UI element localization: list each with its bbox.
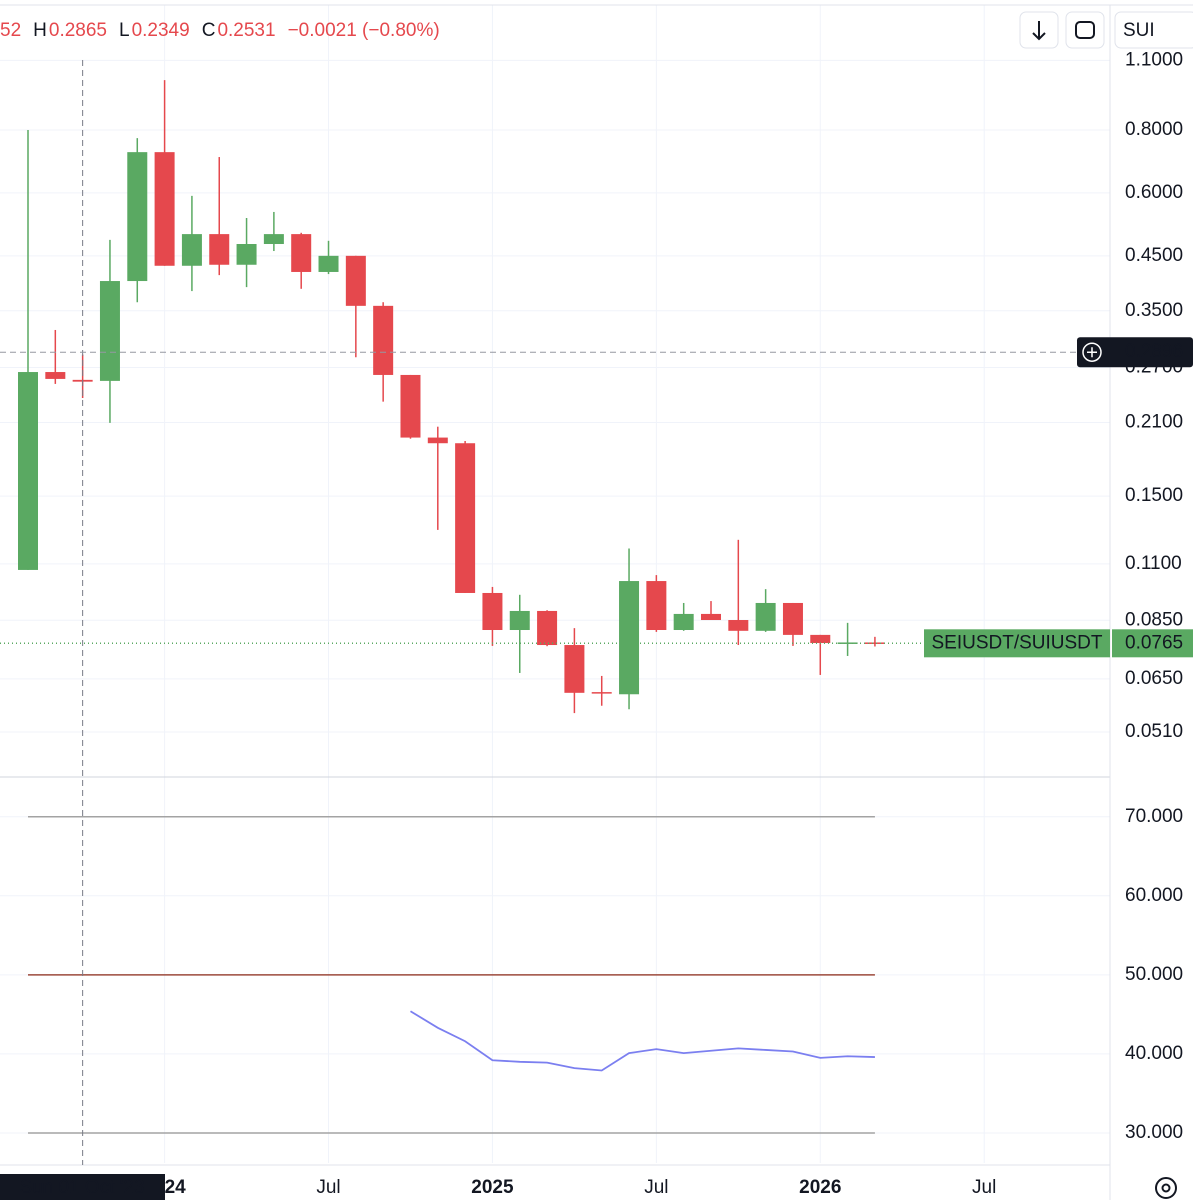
last-price-box xyxy=(1112,629,1193,658)
ohlc-header: 52 H 0.2865 L 0.2349 C 0.2531 −0.0021 (−0.80%) xyxy=(0,20,440,41)
rsi-tick-label: 50.000 xyxy=(1125,964,1183,985)
candle-body xyxy=(619,581,640,695)
header-value: 0.2349 xyxy=(132,20,190,41)
y-tick-label: 0.4500 xyxy=(1125,245,1183,266)
crosshair-price-label: 0.2896 xyxy=(1125,341,1183,362)
candle-body xyxy=(373,305,394,375)
candle-body xyxy=(564,645,585,693)
last-price-label: 0.0765 xyxy=(1125,632,1183,653)
symbol-box[interactable] xyxy=(1114,11,1193,49)
x-tick-label: 2025 xyxy=(471,1177,514,1198)
y-tick-label: 0.1100 xyxy=(1125,553,1182,574)
candle-body xyxy=(18,372,38,570)
candle-body xyxy=(45,372,66,379)
y-tick-label: 0.6000 xyxy=(1125,182,1183,203)
candle-body xyxy=(482,592,503,631)
x-tick-label: Jul xyxy=(644,1177,668,1198)
rsi-tick-label: 60.000 xyxy=(1125,885,1183,906)
crosshair-price-box xyxy=(1077,337,1193,368)
header-value: 0.2865 xyxy=(49,20,107,41)
candle-body xyxy=(646,581,667,631)
candle-body xyxy=(782,602,803,635)
candle-body xyxy=(509,610,530,631)
y-tick-label: 0.0850 xyxy=(1125,609,1183,630)
fullscreen-icon xyxy=(1075,21,1095,39)
y-tick-label: 0.8000 xyxy=(1125,119,1183,140)
candle-body xyxy=(263,234,284,245)
candle-body xyxy=(318,255,339,272)
crosshair-date-label: Sun 01 Oct '23 xyxy=(19,1177,144,1198)
candle-body xyxy=(345,255,366,306)
x-tick-label: Jul xyxy=(316,1177,340,1198)
candle-body xyxy=(810,634,831,644)
header-key: L xyxy=(119,20,130,41)
header-value: −0.0021 (−0.80%) xyxy=(288,20,440,41)
candle-body xyxy=(181,234,202,266)
x-tick-label: Jul xyxy=(972,1177,996,1198)
settings-icon xyxy=(1155,1177,1177,1199)
overlay: SEIUSDT/SUIUSDT 0.0765 0.2896 Sun 01 Oct '2… xyxy=(0,20,1193,1200)
candle-body xyxy=(291,234,312,272)
candle-body xyxy=(400,374,421,438)
crosshair-plus-icon xyxy=(1082,342,1102,362)
series-label: SEIUSDT/SUIUSDT xyxy=(931,632,1102,653)
settings-button[interactable] xyxy=(1155,1177,1177,1199)
header-value: 0.2531 xyxy=(217,20,275,41)
rsi-tick-label: 40.000 xyxy=(1125,1043,1183,1064)
candle-body xyxy=(455,443,476,593)
crosshair-plus xyxy=(1087,347,1097,358)
y-tick-label: 0.3500 xyxy=(1125,300,1183,321)
candle-body xyxy=(154,152,175,266)
settings-icon-center xyxy=(1161,1183,1171,1193)
candle-body xyxy=(236,244,257,265)
header-key: H xyxy=(33,20,47,41)
header-value: 52 xyxy=(0,20,21,41)
download-icon xyxy=(1032,21,1046,41)
symbol-text: SUI xyxy=(1123,20,1155,41)
y-tick-label: 0.0510 xyxy=(1125,721,1183,742)
candle-body xyxy=(701,613,721,621)
plot xyxy=(18,80,885,1134)
candle-body xyxy=(427,437,448,444)
candle-body xyxy=(591,692,612,694)
series-label-box xyxy=(924,629,1110,658)
crosshair-date-box xyxy=(0,1174,165,1200)
candle-body xyxy=(537,610,558,646)
x-tick-label: 2026 xyxy=(799,1177,841,1198)
toolbar: SUI xyxy=(1019,11,1193,49)
rsi-tick-label: 70.000 xyxy=(1125,806,1183,827)
rsi-line xyxy=(410,1010,875,1072)
y-tick-label: 0.2100 xyxy=(1125,412,1183,433)
y-tick-label: 0.1500 xyxy=(1125,485,1183,506)
header-key: C xyxy=(202,20,216,41)
candle-body xyxy=(837,642,858,644)
candle-body xyxy=(99,281,120,381)
candle-body xyxy=(127,152,148,282)
y-tick-label: 0.0650 xyxy=(1125,668,1183,689)
candle-body xyxy=(864,642,885,644)
candle-body xyxy=(673,613,694,631)
y-tick-label: 1.1000 xyxy=(1125,49,1183,70)
fullscreen-button[interactable] xyxy=(1065,11,1105,49)
candle-body xyxy=(755,602,776,631)
candle-body xyxy=(728,620,749,631)
rsi-tick-label: 30.000 xyxy=(1125,1122,1183,1143)
candle-body xyxy=(209,234,230,265)
